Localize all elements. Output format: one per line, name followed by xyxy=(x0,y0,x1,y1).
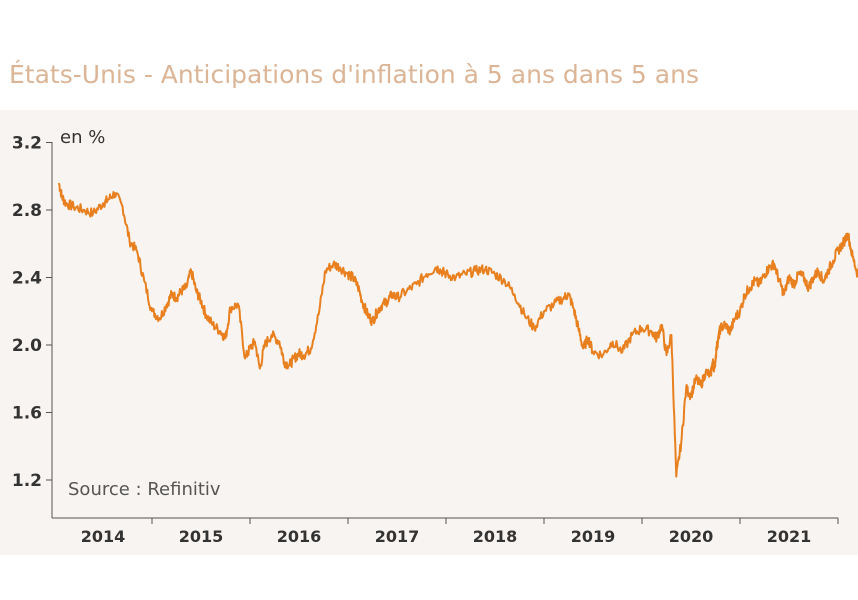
x-tick-label: 2015 xyxy=(179,527,224,546)
y-tick-label: 3.2 xyxy=(12,134,42,154)
y-axis-unit-label: en % xyxy=(60,127,105,148)
x-tick-label: 2021 xyxy=(767,527,812,546)
y-tick-label: 2.4 xyxy=(12,269,42,289)
plot-panel xyxy=(0,110,858,555)
y-tick-label: 2.0 xyxy=(12,336,42,356)
x-tick-label: 2019 xyxy=(571,527,616,546)
x-tick-label: 2014 xyxy=(81,527,126,546)
x-tick-label: 2016 xyxy=(277,527,322,546)
chart-title: États-Unis - Anticipations d'inflation à… xyxy=(9,60,699,89)
series-layer xyxy=(57,182,858,478)
source-note: Source : Refinitiv xyxy=(68,479,221,500)
y-tick-label: 1.6 xyxy=(12,404,42,424)
labels-layer: en % Source : Refinitiv xyxy=(60,127,221,500)
series-line xyxy=(57,182,858,478)
x-tick-label: 2020 xyxy=(669,527,714,546)
x-tick-label: 2017 xyxy=(375,527,420,546)
axes: 3.2 2.8 2.4 2.0 1.6 1.2 2014 2015 2016 2017 2018 20… xyxy=(12,134,839,546)
y-tick-label: 2.8 xyxy=(12,201,42,221)
x-tick-label: 2018 xyxy=(473,527,518,546)
y-tick-label: 1.2 xyxy=(12,471,42,491)
